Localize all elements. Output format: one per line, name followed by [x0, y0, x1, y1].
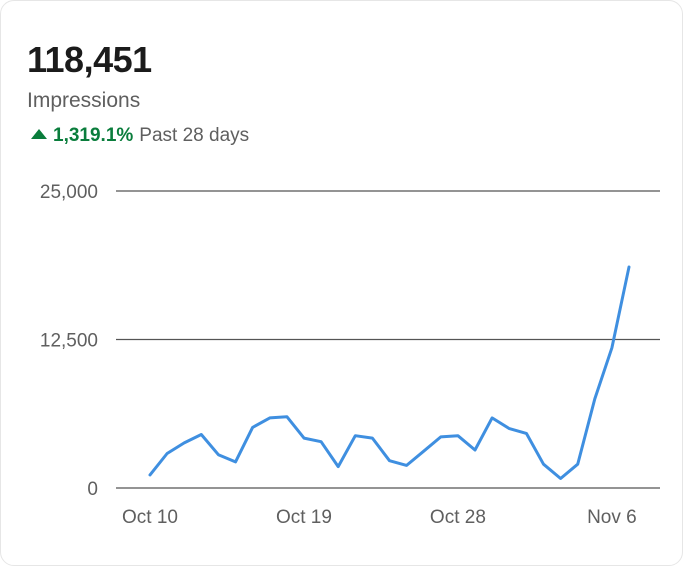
change-row: 1,319.1% Past 28 days: [31, 125, 249, 147]
x-tick-label-2: Oct 28: [430, 507, 486, 528]
x-tick-label-0: Oct 10: [122, 507, 178, 528]
up-arrow-icon: [31, 129, 47, 139]
y-tick-label-1: 12,500: [40, 331, 98, 352]
x-tick-label-3: Nov 6: [587, 507, 637, 528]
impressions-series-line: [148, 265, 631, 480]
y-tick-label-2: 25,000: [40, 182, 98, 203]
impressions-total: 118,451: [27, 39, 152, 80]
change-percent: 1,319.1%: [53, 125, 134, 146]
y-tick-label-0: 0: [87, 479, 98, 500]
x-tick-label-1: Oct 19: [276, 507, 332, 528]
change-period: Past 28 days: [139, 125, 250, 146]
metric-label: Impressions: [27, 89, 141, 112]
